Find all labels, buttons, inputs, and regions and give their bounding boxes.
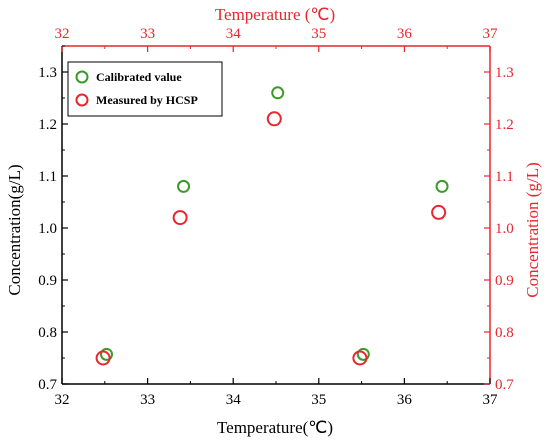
y-tick-label-left: 0.8 bbox=[38, 325, 57, 341]
point-measured bbox=[431, 204, 447, 220]
y-tick-label-left: 1.2 bbox=[38, 117, 57, 133]
y-tick-label-left: 0.9 bbox=[38, 273, 57, 289]
x-tick-label-top: 33 bbox=[140, 26, 155, 42]
x-tick-label-bottom: 35 bbox=[311, 392, 326, 408]
point-measured bbox=[266, 111, 282, 127]
legend-marker-measured bbox=[75, 93, 89, 107]
data-points bbox=[95, 86, 449, 366]
point-calibrated bbox=[435, 179, 449, 193]
x-tick-label-top: 34 bbox=[226, 26, 242, 42]
y-tick-label-left: 1.0 bbox=[38, 221, 57, 237]
bottom-axis-title: Temperature(℃) bbox=[217, 418, 333, 437]
x-tick-label-bottom: 34 bbox=[226, 392, 242, 408]
legend-marker-calibrated bbox=[75, 70, 89, 84]
point-measured bbox=[352, 350, 368, 366]
y-tick-label-right: 1.2 bbox=[495, 117, 514, 133]
y-tick-label-left: 0.7 bbox=[38, 377, 57, 393]
x-tick-label-bottom: 37 bbox=[483, 392, 499, 408]
x-tick-label-top: 32 bbox=[55, 26, 70, 42]
x-tick-label-top: 35 bbox=[311, 26, 326, 42]
point-measured bbox=[95, 350, 111, 366]
legend-box bbox=[67, 61, 223, 117]
left-axis-title: Concentration(g/L) bbox=[5, 164, 24, 295]
y-tick-label-right: 1.1 bbox=[495, 169, 514, 185]
y-tick-label-left: 1.3 bbox=[38, 65, 57, 81]
point-calibrated bbox=[271, 86, 285, 100]
x-tick-label-top: 36 bbox=[397, 26, 413, 42]
x-tick-label-bottom: 33 bbox=[140, 392, 155, 408]
y-tick-label-right: 1.0 bbox=[495, 221, 514, 237]
top-axis-title: Temperature (℃) bbox=[215, 5, 335, 24]
x-tick-label-bottom: 32 bbox=[55, 392, 70, 408]
point-calibrated bbox=[356, 347, 370, 361]
point-calibrated bbox=[177, 179, 191, 193]
legend: Calibrated value Measured by HCSP bbox=[67, 61, 223, 117]
point-calibrated bbox=[100, 347, 114, 361]
y-tick-label-right: 0.9 bbox=[495, 273, 514, 289]
x-tick-label-top: 37 bbox=[483, 26, 499, 42]
x-tick-label-bottom: 36 bbox=[397, 392, 413, 408]
legend-label-calibrated: Calibrated value bbox=[96, 70, 182, 84]
right-axis-title: Concentration (g/L) bbox=[523, 162, 542, 298]
legend-label-measured: Measured by HCSP bbox=[96, 93, 198, 107]
y-tick-label-right: 0.7 bbox=[495, 377, 514, 393]
y-tick-label-right: 0.8 bbox=[495, 325, 514, 341]
point-measured bbox=[172, 210, 188, 226]
y-tick-label-right: 1.3 bbox=[495, 65, 514, 81]
y-tick-label-left: 1.1 bbox=[38, 169, 57, 185]
